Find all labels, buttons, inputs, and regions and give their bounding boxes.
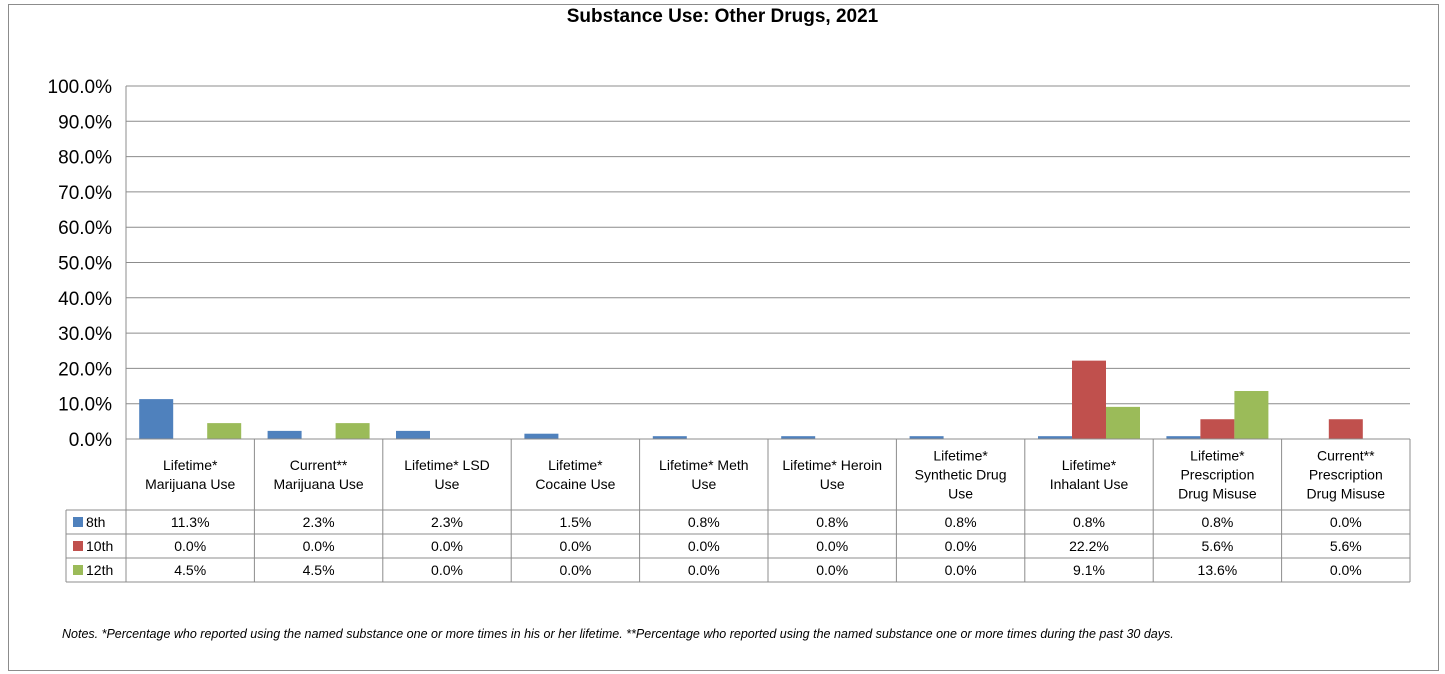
category-label: Lifetime* xyxy=(1062,457,1117,473)
y-tick-label: 0.0% xyxy=(69,430,112,451)
data-label: 0.0% xyxy=(174,538,206,554)
legend-label-10th: 10th xyxy=(86,538,113,554)
data-label: 0.0% xyxy=(816,538,848,554)
data-label: 0.8% xyxy=(688,514,720,530)
category-label: Use xyxy=(948,486,973,502)
notes-text: Notes. *Percentage who reported using th… xyxy=(62,627,1174,641)
bar-8th-6 xyxy=(909,436,944,439)
y-tick-label: 80.0% xyxy=(58,148,112,169)
data-label: 0.0% xyxy=(945,538,977,554)
y-tick-label: 90.0% xyxy=(58,112,112,133)
category-label: Lifetime* xyxy=(1190,448,1245,464)
y-tick-label: 60.0% xyxy=(58,218,112,239)
bar-8th-8 xyxy=(1166,436,1201,439)
bar-10th-9 xyxy=(1328,419,1363,439)
category-label: Lifetime* xyxy=(548,457,603,473)
category-label: Lifetime* Meth xyxy=(659,457,748,473)
data-label: 0.0% xyxy=(1330,514,1362,530)
data-label: 0.0% xyxy=(431,538,463,554)
chart-frame xyxy=(8,4,1439,671)
category-label: Prescription xyxy=(1309,467,1383,483)
y-tick-label: 30.0% xyxy=(58,324,112,345)
data-label: 11.3% xyxy=(171,514,210,530)
data-label: 0.0% xyxy=(431,562,463,578)
category-label: Use xyxy=(820,476,845,492)
bar-8th-1 xyxy=(267,430,302,439)
category-label: Drug Misuse xyxy=(1307,486,1386,502)
legend-swatch-12th xyxy=(73,565,83,575)
y-tick-label: 20.0% xyxy=(58,359,112,380)
y-tick-label: 50.0% xyxy=(58,254,112,275)
data-label: 0.8% xyxy=(816,514,848,530)
data-label: 1.5% xyxy=(559,514,591,530)
bar-12th-1 xyxy=(335,423,370,439)
legend-swatch-8th xyxy=(73,517,83,527)
category-label: Current** xyxy=(290,457,348,473)
bar-12th-7 xyxy=(1106,406,1140,439)
y-tick-label: 100.0% xyxy=(48,77,113,98)
data-label: 5.6% xyxy=(1330,538,1362,554)
bar-8th-0 xyxy=(139,399,174,439)
category-label: Use xyxy=(691,476,716,492)
legend-swatch-10th xyxy=(73,541,83,551)
bar-8th-4 xyxy=(652,436,687,439)
category-label: Lifetime* xyxy=(933,448,988,464)
category-label: Cocaine Use xyxy=(535,476,615,492)
bar-10th-8 xyxy=(1200,419,1235,439)
category-label: Lifetime* LSD xyxy=(404,457,490,473)
data-label: 4.5% xyxy=(174,562,206,578)
bar-8th-2 xyxy=(396,430,430,439)
data-label: 9.1% xyxy=(1073,562,1105,578)
data-label: 2.3% xyxy=(431,514,463,530)
bar-8th-7 xyxy=(1038,436,1072,439)
y-tick-label: 70.0% xyxy=(58,183,112,204)
data-label: 0.8% xyxy=(1073,514,1105,530)
data-label: 0.0% xyxy=(559,538,591,554)
chart-title: Substance Use: Other Drugs, 2021 xyxy=(566,6,879,27)
bar-8th-3 xyxy=(524,433,559,439)
category-label: Drug Misuse xyxy=(1178,486,1257,502)
bar-12th-0 xyxy=(207,423,242,439)
category-label: Marijuana Use xyxy=(145,476,235,492)
data-label: 0.8% xyxy=(1201,514,1233,530)
data-label: 0.0% xyxy=(1330,562,1362,578)
data-label: 0.0% xyxy=(688,562,720,578)
category-label: Synthetic Drug xyxy=(915,467,1007,483)
data-label: 0.0% xyxy=(945,562,977,578)
data-label: 0.0% xyxy=(688,538,720,554)
data-label: 0.8% xyxy=(945,514,977,530)
bar-10th-7 xyxy=(1072,360,1106,439)
category-label: Inhalant Use xyxy=(1050,476,1129,492)
category-label: Marijuana Use xyxy=(273,476,363,492)
data-label: 0.0% xyxy=(303,538,335,554)
category-label: Prescription xyxy=(1180,467,1254,483)
data-label: 2.3% xyxy=(303,514,335,530)
category-label: Lifetime* xyxy=(163,457,218,473)
category-label: Current** xyxy=(1317,448,1375,464)
data-label: 22.2% xyxy=(1069,538,1109,554)
data-label: 0.0% xyxy=(559,562,591,578)
y-tick-label: 40.0% xyxy=(58,289,112,310)
y-tick-label: 10.0% xyxy=(58,395,112,416)
category-label: Use xyxy=(435,476,460,492)
legend-label-12th: 12th xyxy=(86,562,113,578)
bar-8th-5 xyxy=(781,436,816,439)
bar-12th-8 xyxy=(1234,390,1269,439)
data-label: 5.6% xyxy=(1201,538,1233,554)
data-label: 0.0% xyxy=(816,562,848,578)
legend-label-8th: 8th xyxy=(86,514,105,530)
data-label: 4.5% xyxy=(303,562,335,578)
data-label: 13.6% xyxy=(1198,562,1238,578)
category-label: Lifetime* Heroin xyxy=(782,457,882,473)
